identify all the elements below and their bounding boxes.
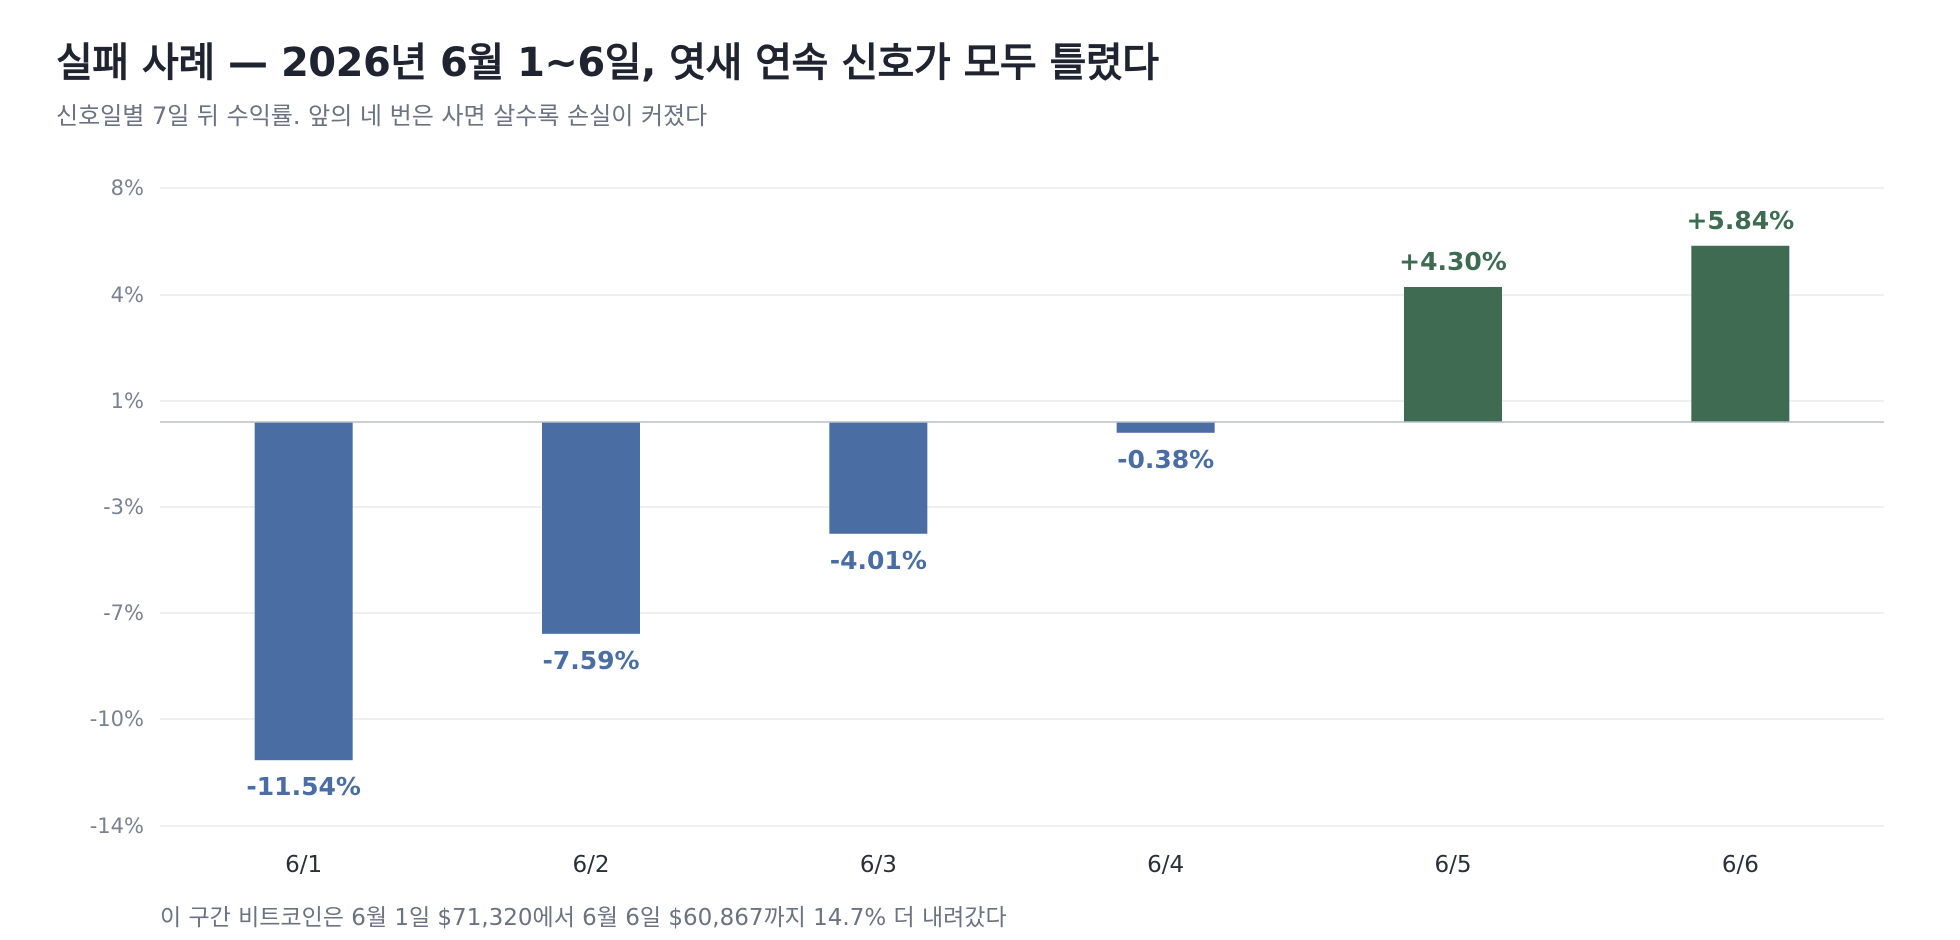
value-labels: -11.54% -7.59% -4.01% -0.38% +4.30% +5.84% (246, 206, 1794, 801)
x-tick-label: 6/2 (572, 852, 609, 878)
value-label: +5.84% (1686, 206, 1794, 235)
y-tick-label: 4% (111, 283, 144, 307)
value-label: +4.30% (1399, 247, 1507, 276)
chart-subtitle: 신호일별 7일 뒤 수익률. 앞의 네 번은 사면 살수록 손실이 커졌다 (56, 102, 708, 130)
value-label: -4.01% (830, 546, 927, 575)
grid-lines (160, 187, 1884, 827)
x-tick-label: 6/4 (1147, 852, 1184, 878)
chart-title: 실패 사례 — 2026년 6월 1~6일, 엿새 연속 신호가 모두 틀렸다 (56, 40, 1159, 86)
x-tick-label: 6/5 (1434, 852, 1471, 878)
bar-6-1 (254, 422, 353, 761)
y-axis-ticks: 8% 4% 1% -3% -7% -10% -14% (90, 176, 144, 838)
bar-chart: 8% 4% 1% -3% -7% -10% -14% -11.54% -7.59% -4.01%… (90, 176, 1884, 878)
y-tick-label: 8% (111, 176, 144, 200)
bar-6-3 (829, 422, 928, 534)
y-tick-label: -3% (103, 495, 144, 519)
x-axis-ticks: 6/1 6/2 6/3 6/4 6/5 6/6 (285, 852, 1759, 878)
x-tick-label: 6/6 (1722, 852, 1759, 878)
y-tick-label: 1% (111, 389, 144, 413)
bars (254, 245, 1790, 761)
value-label: -11.54% (246, 772, 361, 801)
bar-6-2 (542, 422, 640, 634)
y-tick-label: -10% (90, 707, 144, 731)
value-label: -0.38% (1117, 445, 1214, 474)
y-tick-label: -7% (103, 601, 144, 625)
y-tick-label: -14% (90, 814, 144, 838)
bar-6-4 (1116, 422, 1215, 433)
x-tick-label: 6/1 (285, 852, 322, 878)
value-label: -7.59% (542, 646, 639, 675)
bar-6-6 (1691, 245, 1790, 422)
footnote: 이 구간 비트코인은 6월 1일 $71,320에서 6월 6일 $60,867… (160, 905, 1007, 931)
x-tick-label: 6/3 (860, 852, 897, 878)
bar-6-5 (1404, 286, 1502, 422)
